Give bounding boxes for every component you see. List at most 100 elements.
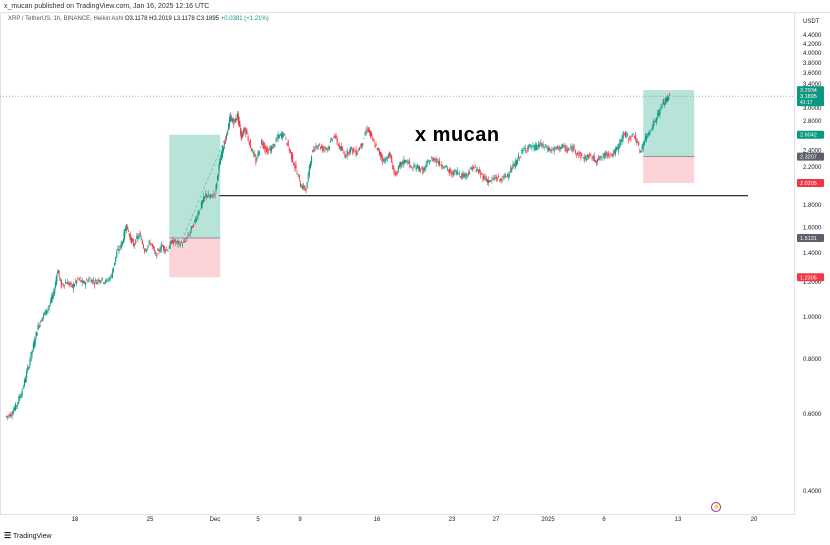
tradingview-logo-icon: ☰ [4,531,12,540]
candle-body [128,233,130,235]
candle-body [158,250,160,252]
candle-body [382,157,384,162]
candle-body [554,147,556,148]
candle-body [571,148,573,152]
candle-body [59,277,61,279]
candle-body [653,121,655,123]
y-tick-label: 1.8000 [803,203,822,209]
candle-body [378,150,381,155]
candle-body [187,235,189,236]
low-label: L3.1178 [173,16,194,22]
candle-body [577,153,579,155]
candle-body [231,118,233,121]
footer-brand[interactable]: ☰ TradingView [4,531,52,540]
candle-body [609,156,611,157]
candle-body [666,97,669,100]
candle-body [226,132,228,134]
candle-body [60,280,62,288]
candle-body [337,144,339,146]
candle-body [176,240,178,242]
candle-body [503,176,505,178]
candle-body [470,167,472,169]
candle-body [404,160,406,163]
candle-body [322,145,324,151]
candle-body [459,173,461,175]
candle-body [173,241,175,244]
candle-body [157,248,159,251]
candle-body [607,154,609,157]
candle-body [171,240,173,244]
price-tag-value: 2.3207 [800,155,817,161]
candle-body [174,239,176,242]
candle-body [255,157,257,164]
candle-body [177,241,179,245]
candle-body [239,127,242,134]
y-tick-label: 3.0000 [803,106,822,112]
candle-body [490,180,492,182]
candle-body [279,133,281,135]
candle-body [620,139,622,143]
candle-body [225,134,227,139]
candle-body [662,101,664,105]
candle-body [304,186,306,190]
candle-body [23,379,25,387]
candle-body [449,169,451,174]
candle-body [476,170,478,171]
candle-body [534,144,536,151]
candle-body [314,147,316,151]
candle-body [375,144,377,146]
candle-body [568,149,570,151]
candle-body [266,146,268,152]
candle-body [325,148,327,149]
candle-body [585,158,588,160]
candle-body [416,164,418,169]
candle-body [359,146,362,148]
candle-body [603,153,605,159]
candle-body [204,196,206,199]
candle-body [599,156,601,159]
candle-body [145,250,147,252]
currency-label[interactable]: USDT [803,19,820,25]
candle-body [114,262,116,266]
price-axis[interactable] [795,12,830,515]
candle-body [420,170,422,172]
candle-body [185,241,187,242]
candle-body [638,142,640,146]
candle-body [442,166,444,169]
candle-body [99,280,101,283]
candle-body [358,147,360,151]
candle-body [209,196,211,198]
candle-body [194,220,196,222]
candle-body [179,244,181,247]
candle-body [154,249,156,252]
candle-body [563,145,565,147]
candle-body [244,129,246,131]
candle-body [286,143,288,146]
candle-body [208,196,210,198]
candle-body [296,173,298,174]
chart-pane[interactable] [0,12,795,515]
flash-icon[interactable]: ⚡ [711,502,721,512]
candle-body [165,250,167,251]
candle-body [198,211,200,215]
candle-body [495,176,497,179]
candle-body [50,296,53,302]
candle-body [621,135,623,142]
candle-body [237,113,239,119]
candle-body [622,131,624,139]
candle-body [35,331,37,337]
candle-body [426,161,428,163]
candle-body [65,282,67,284]
candle-body [299,183,301,188]
candle-body [100,280,102,282]
candle-body [258,151,260,156]
candle-body [16,405,18,407]
candle-body [433,158,435,161]
candle-body [332,139,334,141]
candle-body [611,154,613,156]
candle-body [269,148,271,151]
candle-body [54,284,56,288]
candle-body [219,160,221,165]
x-tick-label: 20 [751,517,758,523]
